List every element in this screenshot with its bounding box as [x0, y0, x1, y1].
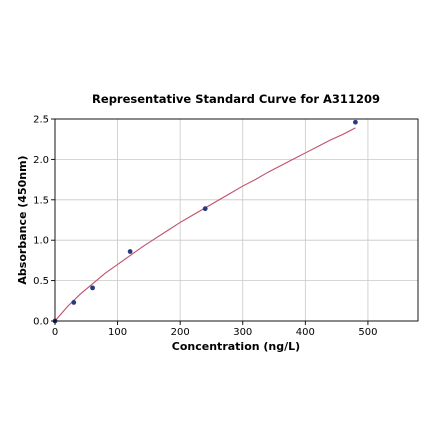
- plot-area-frame: [54, 118, 419, 322]
- x-axis-ticks: 0 100 200 300 400 500: [52, 321, 377, 338]
- data-point: [202, 206, 208, 212]
- data-point: [71, 300, 77, 305]
- data-point: [127, 249, 133, 254]
- y-tick-label: 2.5: [33, 115, 49, 126]
- x-tick-label: 100: [108, 327, 127, 338]
- y-axis-ticks: 0.0 0.5 1.0 1.5 2.0 2.5: [33, 115, 55, 328]
- fit-curve-layer: [54, 127, 356, 322]
- x-tick-label: 300: [233, 327, 252, 338]
- chart-title: Representative Standard Curve for A31120…: [92, 92, 380, 106]
- grid-lines: [54, 118, 418, 322]
- y-tick-label: 0.0: [33, 317, 49, 328]
- data-point: [90, 285, 95, 291]
- x-tick-label: 0: [52, 327, 58, 338]
- x-tick-label: 200: [171, 327, 190, 338]
- y-tick-label: 1.5: [33, 195, 49, 206]
- data-point: [353, 119, 358, 125]
- y-tick-label: 0.5: [33, 276, 49, 287]
- x-tick-label: 500: [358, 327, 377, 338]
- y-axis-label: Absorbance (450nm): [16, 155, 29, 284]
- data-points-layer: [52, 119, 358, 324]
- x-tick-label: 400: [296, 327, 315, 338]
- y-tick-label: 1.0: [33, 236, 49, 247]
- fit-curve-line: [54, 127, 356, 322]
- y-tick-label: 2.0: [33, 155, 49, 166]
- x-axis-label: Concentration (ng/L): [172, 340, 300, 353]
